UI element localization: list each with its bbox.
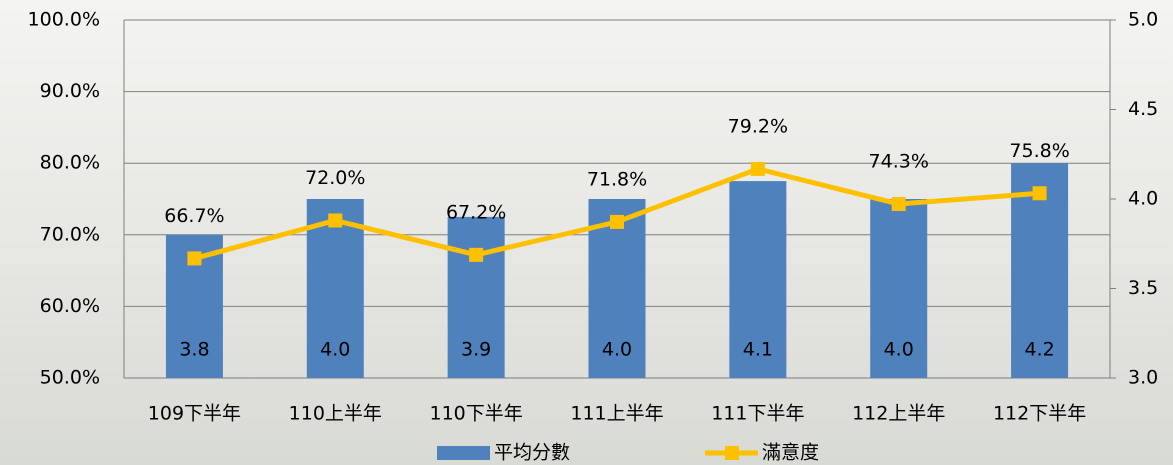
- bar-value-label: 4.0: [320, 339, 350, 361]
- x-tick-label: 109下半年: [148, 403, 241, 425]
- x-tick-label: 110下半年: [430, 403, 523, 425]
- line-value-label: 67.2%: [446, 201, 506, 223]
- chart: 50.0% 60.0% 70.0% 80.0% 90.0% 100.0% 3.0 3.5 4.0…: [0, 0, 1173, 465]
- y2-tick-label: 4.0: [1128, 188, 1158, 210]
- line-marker: [1033, 186, 1047, 200]
- line-value-label: 79.2%: [728, 115, 788, 137]
- legend-label: 平均分數: [494, 442, 570, 464]
- line-marker: [187, 251, 201, 265]
- line-value-label: 71.8%: [587, 168, 647, 190]
- line-marker: [610, 215, 624, 229]
- line-marker: [328, 213, 342, 227]
- y2-tick-label: 4.5: [1128, 98, 1158, 120]
- x-tick-label: 110上半年: [289, 403, 382, 425]
- bar-value-label: 4.0: [884, 339, 914, 361]
- legend-swatch: [437, 446, 490, 460]
- bar-value-label: 4.1: [743, 339, 773, 361]
- bar-value-label: 4.2: [1024, 339, 1054, 361]
- bar-value-label: 3.8: [179, 339, 209, 361]
- line-marker: [892, 197, 906, 211]
- legend-label: 滿意度: [762, 442, 819, 464]
- line-value-label: 72.0%: [305, 167, 365, 189]
- line-value-label: 66.7%: [164, 205, 224, 227]
- y-tick-label: 100.0%: [28, 9, 100, 31]
- y-tick-label: 60.0%: [40, 295, 100, 317]
- line-value-label: 75.8%: [1009, 140, 1069, 162]
- y-tick-label: 50.0%: [40, 367, 100, 389]
- y2-tick-label: 3.0: [1128, 367, 1158, 389]
- bar-value-label: 4.0: [602, 339, 632, 361]
- y-tick-label: 90.0%: [40, 80, 100, 102]
- y2-tick-label: 5.0: [1128, 9, 1158, 31]
- x-tick-label: 111上半年: [570, 403, 663, 425]
- legend-swatch: [725, 446, 739, 460]
- y2-tick-label: 3.5: [1128, 277, 1158, 299]
- x-tick-label: 112上半年: [852, 403, 945, 425]
- y-tick-label: 80.0%: [40, 152, 100, 174]
- line-marker: [469, 248, 483, 262]
- x-tick-label: 111下半年: [711, 403, 804, 425]
- y-tick-label: 70.0%: [40, 223, 100, 245]
- line-value-label: 74.3%: [869, 151, 929, 173]
- bar-value-label: 3.9: [461, 339, 491, 361]
- x-tick-label: 112下半年: [993, 403, 1086, 425]
- line-marker: [751, 162, 765, 176]
